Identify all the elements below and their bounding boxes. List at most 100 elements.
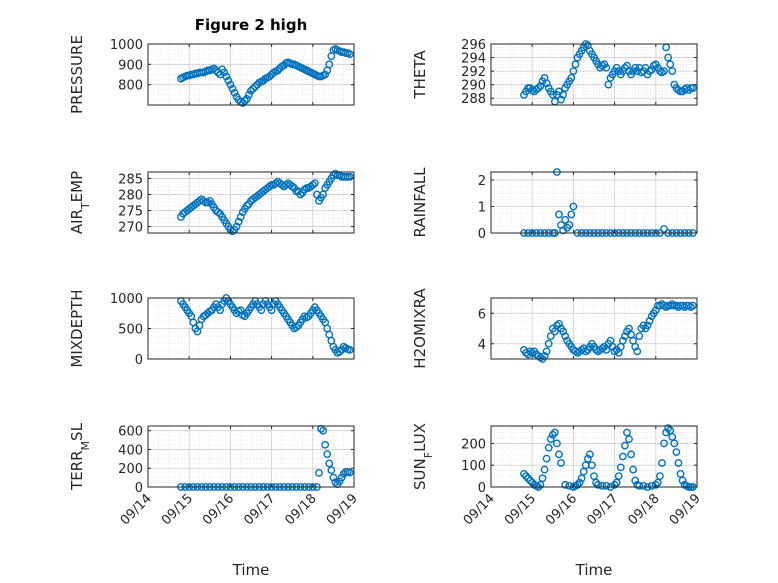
- y-tick-label: 294: [461, 52, 486, 67]
- data-point: [534, 84, 543, 92]
- data-point: [559, 90, 567, 99]
- data-point: [345, 172, 354, 181]
- data-point: [647, 482, 656, 490]
- data-point: [526, 476, 535, 485]
- subplot-7: 0 200 400 600 09/14 09/15 09/16 09/17 09/18 09/19…: [68, 422, 361, 528]
- data-point: [251, 82, 260, 91]
- data-point: [327, 466, 336, 475]
- data-point: [325, 60, 334, 69]
- data-point: [238, 99, 247, 107]
- data-point: [618, 336, 627, 345]
- y-axis-label: PRESSURE: [68, 35, 86, 114]
- y-tick-label: 200: [118, 462, 143, 477]
- data-point: [575, 478, 584, 487]
- data-point: [345, 345, 354, 354]
- y-tick-label: 0: [135, 353, 143, 368]
- data-point: [249, 84, 257, 93]
- data-point: [345, 50, 354, 59]
- data-point: [325, 459, 334, 468]
- data-point: [616, 463, 625, 472]
- y-tick-label: 292: [461, 65, 486, 80]
- subplot-6: 4 6 H2OMIXRA: [411, 288, 698, 369]
- data-point: [674, 459, 683, 467]
- subplot-4: 0 1 2 RAINFALL: [411, 167, 698, 242]
- data-point: [319, 426, 327, 435]
- data-point: [684, 86, 693, 94]
- data-point: [664, 53, 673, 62]
- data-point: [688, 84, 697, 92]
- data-point: [625, 435, 633, 443]
- data-point: [242, 201, 251, 210]
- data-point: [310, 179, 319, 188]
- x-axis-label-right: Time: [575, 561, 613, 579]
- x-tick-label: 09/19: [324, 491, 361, 528]
- data-point: [567, 73, 576, 82]
- data-point: [240, 97, 249, 105]
- y-tick-label: 280: [118, 188, 143, 203]
- data-point: [631, 476, 640, 485]
- subplot-1: 800 900 1000 PRESSURE: [68, 35, 355, 114]
- data-point: [631, 342, 640, 351]
- y-tick-label: 270: [118, 221, 143, 236]
- axes-box: [147, 43, 355, 106]
- data-point: [228, 84, 237, 93]
- data-point: [688, 301, 697, 310]
- y-axis-label: MIXDEPTH: [68, 289, 86, 367]
- y-tick-label: 0: [135, 481, 143, 496]
- data-point: [557, 95, 565, 104]
- data-point: [520, 470, 528, 478]
- y-tick-label: 200: [461, 437, 486, 452]
- data-point: [331, 169, 340, 178]
- data-point: [555, 210, 563, 219]
- data-point: [232, 222, 241, 231]
- data-point: [645, 316, 654, 325]
- data-point: [210, 64, 218, 73]
- data-point: [627, 450, 635, 459]
- data-point: [522, 472, 530, 481]
- x-tick-label: 09/18: [626, 491, 663, 528]
- data-point: [542, 347, 551, 356]
- data-point: [660, 439, 668, 448]
- data-point: [623, 428, 631, 437]
- data-point: [670, 439, 679, 448]
- data-point: [602, 482, 611, 490]
- data-point: [561, 480, 570, 489]
- data-point: [635, 482, 644, 490]
- data-point: [321, 440, 330, 449]
- y-axis-label: AIRTEMP: [68, 171, 92, 234]
- data-point: [265, 72, 274, 81]
- x-tick-label: 09/15: [159, 491, 196, 528]
- data-point: [323, 450, 332, 459]
- y-tick-label: 2: [478, 174, 486, 189]
- x-tick-label: 09/19: [667, 491, 704, 528]
- data-point: [546, 332, 555, 341]
- data-point: [546, 435, 555, 443]
- data-point: [236, 213, 245, 221]
- data-point: [635, 332, 644, 341]
- data-point: [598, 482, 607, 490]
- x-tick-label: 09/17: [241, 491, 278, 528]
- data-point: [592, 478, 600, 487]
- data-point: [577, 474, 586, 483]
- data-point: [678, 476, 687, 485]
- data-point: [337, 473, 346, 482]
- data-point: [662, 428, 670, 437]
- data-point: [536, 82, 545, 90]
- subplot-8: 0 100 200 09/14 09/15 09/16 09/17 09/18 09/19 SUN…: [411, 423, 704, 528]
- data-point: [536, 480, 545, 489]
- subplot-5: 0 500 1000 MIXDEPTH: [68, 289, 355, 368]
- data-point: [550, 428, 559, 437]
- x-axis-label-left: Time: [232, 561, 270, 579]
- figure-title: Figure 2 high: [195, 16, 308, 34]
- data-point: [542, 79, 551, 88]
- axes-box: [490, 171, 698, 234]
- data-point: [653, 478, 662, 487]
- data-point: [633, 347, 642, 356]
- data-point: [594, 480, 603, 489]
- data-point: [573, 480, 582, 489]
- y-tick-label: 275: [118, 205, 143, 220]
- data-point: [228, 227, 237, 236]
